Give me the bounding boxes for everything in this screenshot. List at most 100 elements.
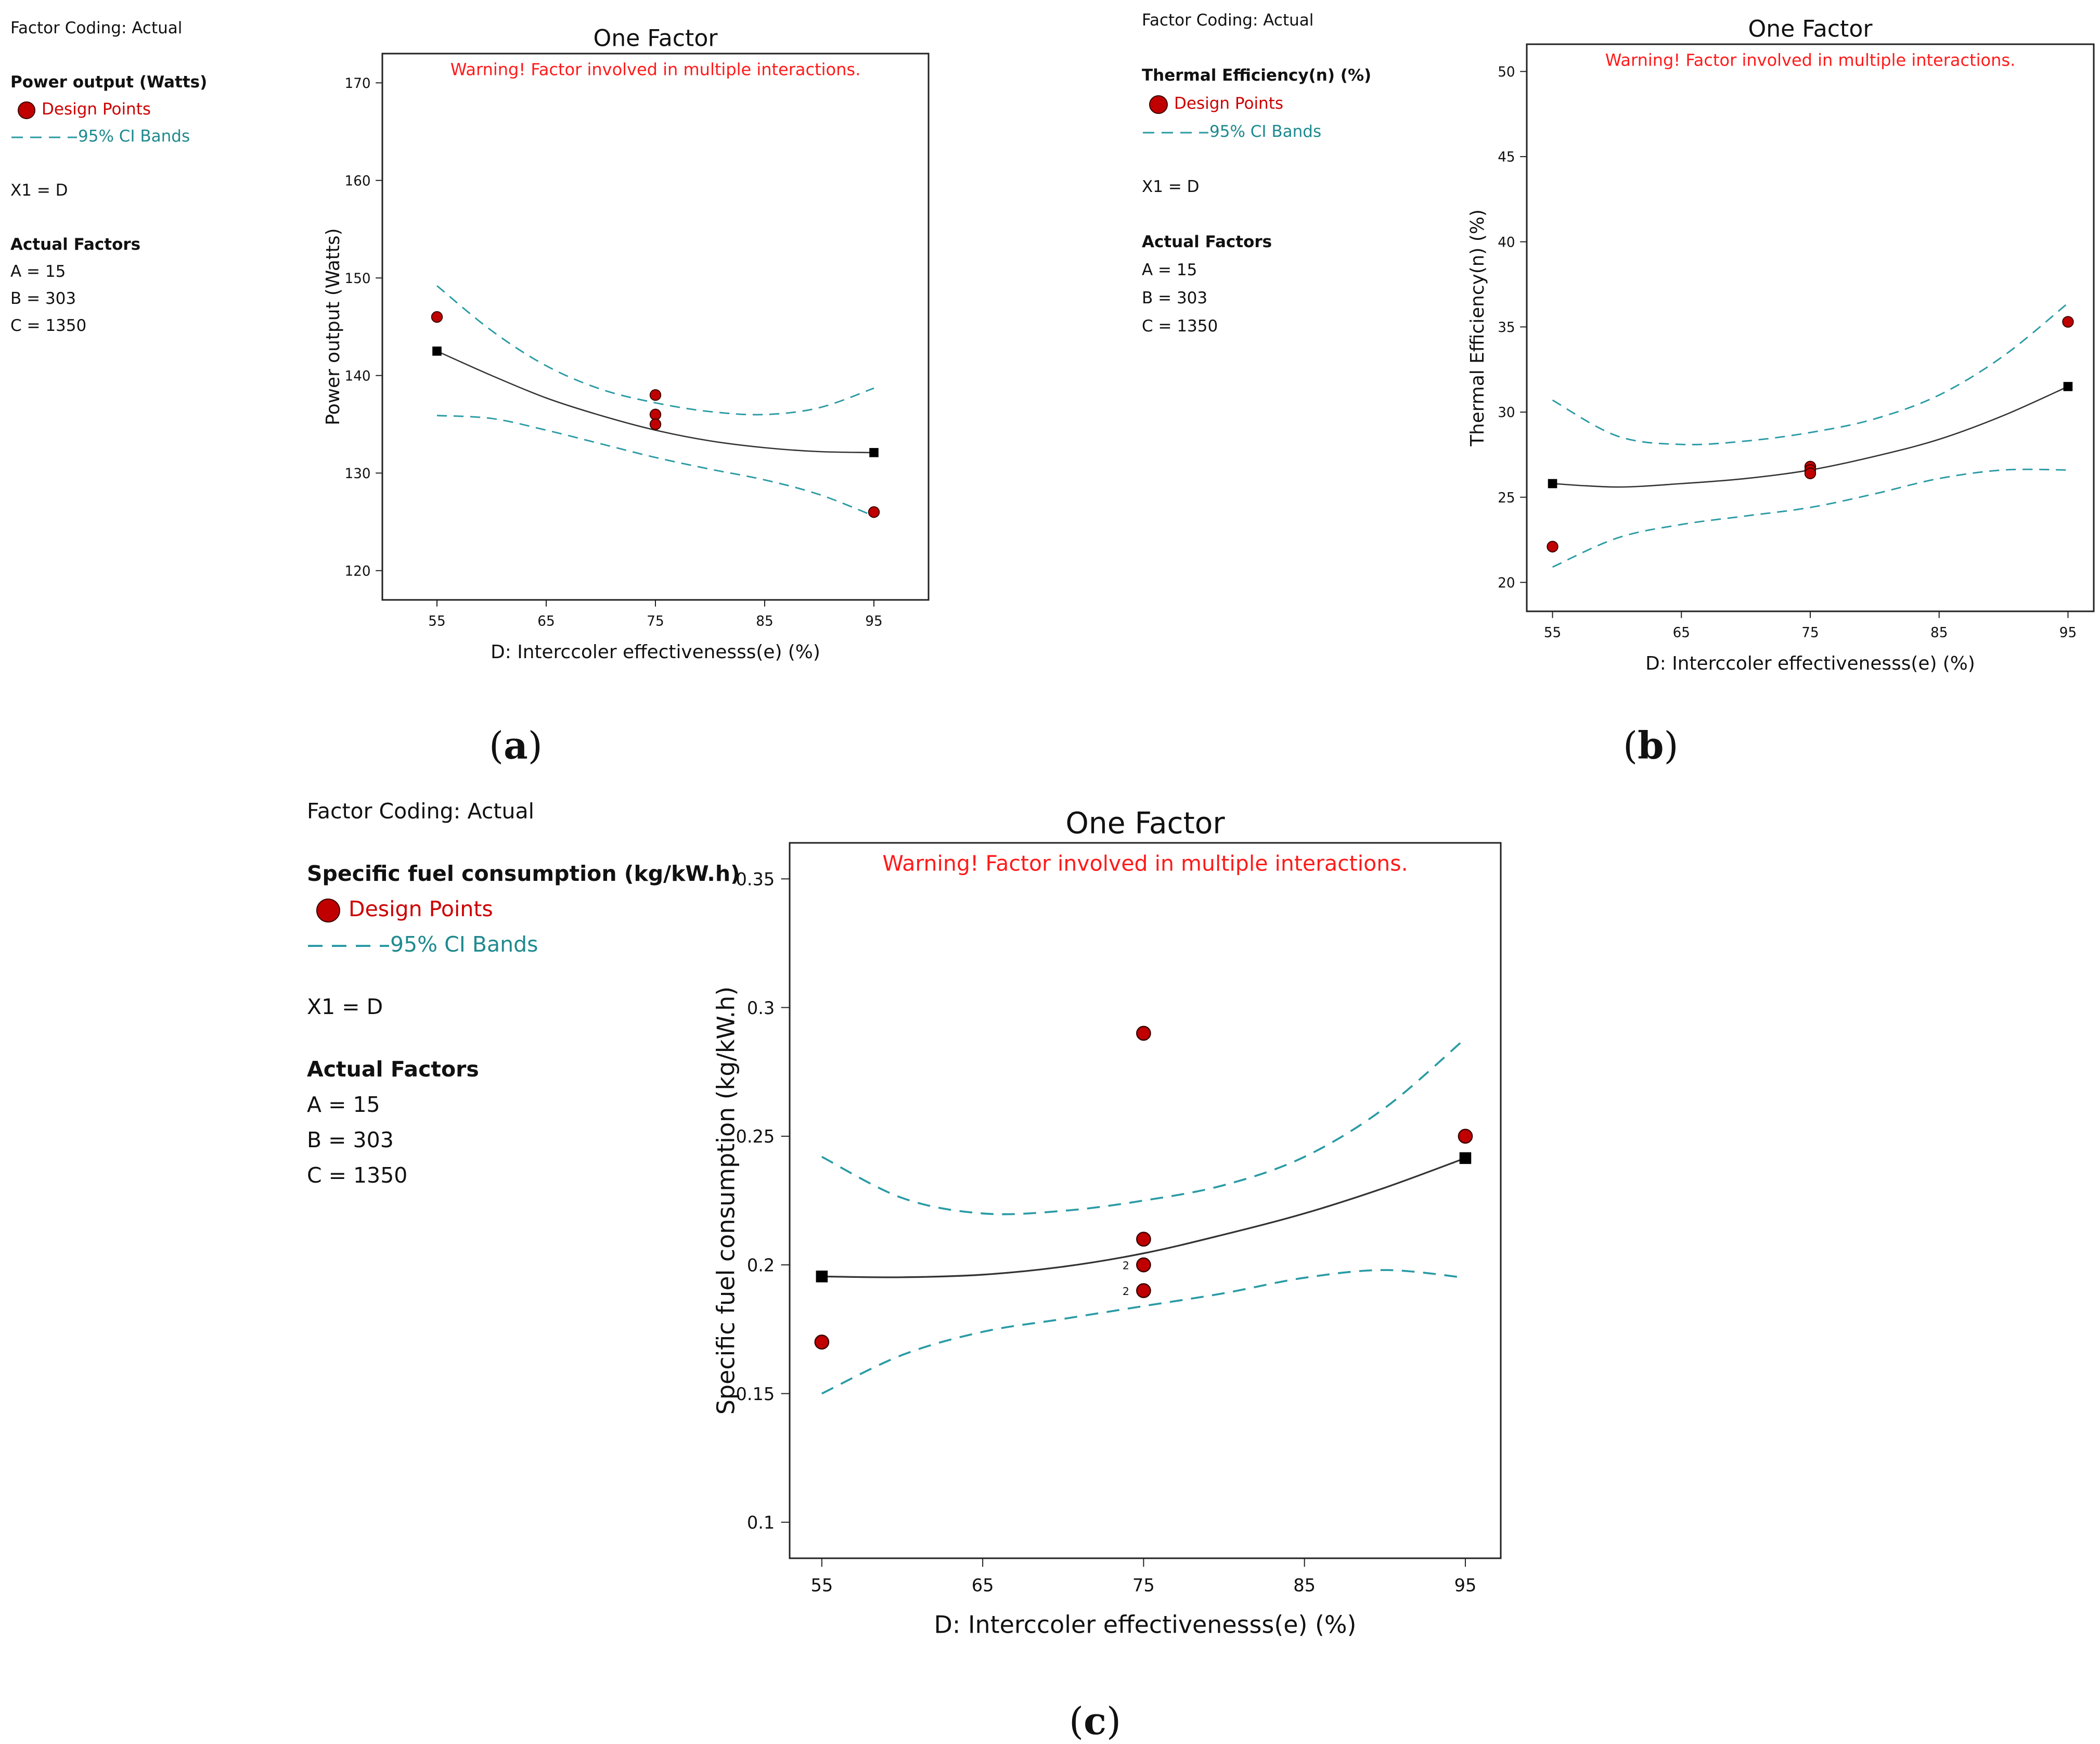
factor-coding-label: Factor Coding: Actual: [1142, 11, 1314, 30]
design-point: [1458, 1129, 1473, 1144]
plot-frame: [789, 842, 1502, 1559]
design-point: [1136, 1257, 1151, 1273]
legend-a: Factor Coding: Actual Power output (Watt…: [10, 15, 207, 339]
design-point: [431, 311, 443, 323]
x-tick-label: 65: [972, 1575, 994, 1596]
actual-factors-title: Actual Factors: [1142, 233, 1272, 251]
design-point: [2062, 316, 2074, 328]
ci-band-lower: [821, 1269, 1466, 1395]
x-tick-label: 55: [810, 1575, 833, 1596]
legend-design-points: Design Points: [1142, 89, 1371, 118]
x1-assignment: X1 = D: [307, 994, 383, 1019]
design-point-marker-icon: [18, 101, 35, 119]
y-tick-label: 20: [1498, 575, 1515, 591]
factor-c: C = 1350: [10, 316, 87, 335]
interaction-warning: Warning! Factor involved in multiple int…: [882, 851, 1408, 876]
legend-b: Factor Coding: Actual Thermal Efficiency…: [1142, 6, 1371, 340]
dashed-line-icon: [308, 945, 389, 947]
ci-band-upper: [821, 1037, 1466, 1215]
response-name: Thermal Efficiency(n) (%): [1142, 66, 1372, 85]
interaction-warning: Warning! Factor involved in multiple int…: [1605, 50, 2015, 70]
x-tick-label: 75: [1132, 1575, 1155, 1596]
y-axis-label: Power output (Watts): [323, 228, 344, 425]
panel-label-a: (a): [489, 723, 543, 767]
x-tick-label: 55: [1544, 625, 1561, 641]
x-tick-label: 95: [2059, 625, 2077, 641]
y-axis-label: Specific fuel consumption (kg/kW.h): [712, 986, 740, 1415]
x-tick-label: 75: [1801, 625, 1819, 641]
x-tick-label: 55: [428, 614, 445, 630]
x-tick-label: 95: [865, 614, 882, 630]
legend-design-points: Design Points: [10, 96, 207, 123]
x-tick-label: 85: [756, 614, 773, 630]
x-axis-label: D: Interccoler effectivenesss(e) (%): [491, 642, 820, 663]
factor-c: C = 1350: [307, 1163, 408, 1188]
y-tick-label: 35: [1498, 320, 1515, 336]
y-tick-label: 170: [345, 76, 371, 92]
actual-factors-title: Actual Factors: [10, 235, 141, 254]
y-tick-label: 50: [1498, 65, 1515, 80]
y-tick-label: 0.35: [736, 869, 775, 890]
factor-b: B = 303: [1142, 289, 1208, 307]
ci-band-upper: [436, 285, 874, 416]
x-axis-label: D: Interccoler effectivenesss(e) (%): [934, 1611, 1357, 1639]
design-point-marker-icon: [316, 899, 340, 922]
x-tick-label: 95: [1454, 1575, 1477, 1596]
design-point: [649, 389, 662, 401]
y-tick-label: 140: [345, 368, 371, 384]
ci-band-upper: [1552, 302, 2069, 446]
x-tick-label: 65: [1673, 625, 1690, 641]
design-point: [868, 506, 880, 518]
response-name: Specific fuel consumption (kg/kW.h): [307, 861, 740, 886]
fit-endpoint-marker: [1459, 1152, 1472, 1164]
factor-a: A = 15: [1142, 261, 1197, 279]
design-point: [814, 1335, 830, 1350]
panel-label-c: (c): [1069, 1699, 1122, 1743]
legend-ci-bands: 95% CI Bands: [10, 123, 207, 150]
design-point: [1804, 467, 1816, 480]
y-tick-label: 120: [345, 563, 371, 579]
factor-coding-label: Factor Coding: Actual: [10, 19, 183, 37]
factor-b: B = 303: [307, 1127, 394, 1152]
legend-design-points: Design Points: [307, 891, 740, 927]
chart-title: One Factor: [593, 25, 718, 52]
panel-label-b: (b): [1623, 723, 1679, 767]
y-tick-label: 0.15: [736, 1384, 775, 1404]
chart-title: One Factor: [1748, 16, 1873, 43]
point-count-label: 2: [1123, 1259, 1129, 1272]
y-tick-label: 160: [345, 173, 371, 189]
fit-line: [821, 1157, 1466, 1278]
interaction-warning: Warning! Factor involved in multiple int…: [450, 60, 860, 80]
design-point-marker-icon: [1149, 95, 1168, 114]
x-tick-label: 65: [537, 614, 555, 630]
dashed-line-icon: [11, 136, 77, 138]
y-tick-label: 0.3: [747, 998, 775, 1018]
fit-endpoint-marker: [2063, 382, 2073, 391]
point-count-label: 2: [1123, 1285, 1129, 1298]
x1-assignment: X1 = D: [1142, 177, 1200, 196]
design-point: [649, 418, 662, 430]
y-tick-label: 25: [1498, 490, 1515, 506]
factor-a: A = 15: [307, 1092, 380, 1117]
y-axis-label: Thermal Efficiency(n) (%): [1467, 209, 1488, 447]
x-tick-label: 85: [1930, 625, 1948, 641]
fit-endpoint-marker: [869, 448, 879, 457]
y-tick-label: 130: [345, 466, 371, 482]
x1-assignment: X1 = D: [10, 181, 68, 200]
chart-title: One Factor: [1065, 806, 1225, 841]
x-axis-label: D: Interccoler effectivenesss(e) (%): [1645, 653, 1975, 674]
legend-ci-bands: 95% CI Bands: [307, 927, 740, 962]
fit-endpoint-marker: [816, 1271, 828, 1283]
x-tick-label: 75: [647, 614, 664, 630]
y-tick-label: 45: [1498, 150, 1515, 165]
factor-c: C = 1350: [1142, 317, 1218, 336]
fit-line: [436, 350, 874, 454]
design-point: [1547, 541, 1558, 553]
fit-endpoint-marker: [1548, 479, 1557, 489]
design-point: [1136, 1283, 1151, 1298]
y-tick-label: 0.2: [747, 1255, 775, 1275]
y-tick-label: 30: [1498, 405, 1515, 421]
